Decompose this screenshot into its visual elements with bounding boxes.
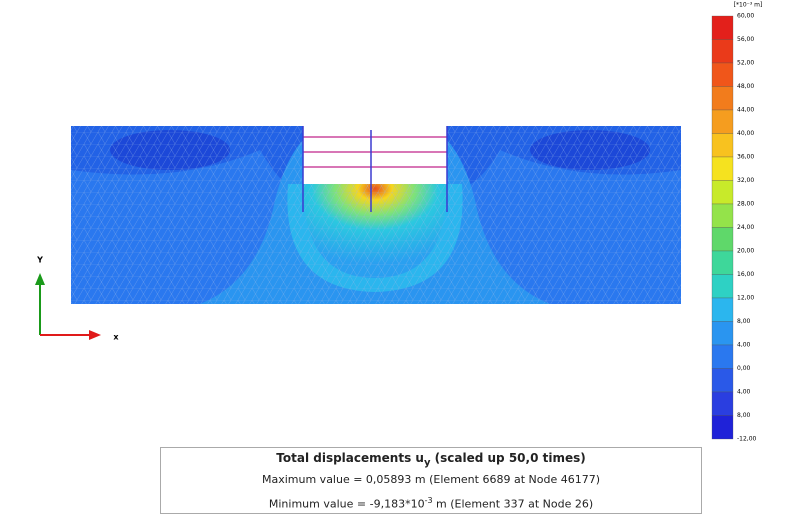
legend-label: 24,00	[737, 224, 754, 231]
model	[71, 126, 681, 304]
title-rest: (scaled up 50,0 times)	[430, 451, 586, 465]
legend-label: 60,00	[737, 13, 754, 20]
title-sub: y	[423, 457, 431, 469]
legend-label: 48,00	[737, 83, 754, 90]
legend-unit: [*10⁻³ m]	[734, 2, 763, 9]
title: Total displacements u	[276, 451, 424, 465]
legend-swatch	[711, 321, 734, 346]
info-title: Total displacements uy (scaled up 50,0 t…	[161, 448, 701, 469]
legend-swatch	[711, 274, 734, 299]
legend-swatch	[711, 133, 734, 158]
legend-label: 4,00	[737, 342, 751, 349]
legend-label: 0,00	[737, 365, 751, 372]
legend-label: 12,00	[737, 295, 754, 302]
min-text: Minimum value = -9,183*10	[268, 497, 425, 511]
legend-swatch	[711, 415, 734, 440]
axis-label: x	[113, 333, 119, 342]
walls	[302, 126, 448, 212]
legend-label: 56,00	[737, 36, 754, 43]
legend-swatch	[711, 344, 734, 369]
min-sup: -3	[424, 496, 433, 505]
axis-label: Y	[36, 256, 43, 265]
legend-swatch	[711, 297, 734, 322]
max-value: Maximum value = 0,05893 m (Element 6689 …	[261, 473, 600, 486]
legend-swatch	[711, 391, 734, 416]
legend-label: 8,00	[737, 318, 751, 325]
excavation	[303, 126, 447, 184]
legend-label: 52,00	[737, 60, 754, 67]
legend-swatch	[711, 368, 734, 393]
legend-label: 40,00	[737, 130, 754, 137]
min-value: Minimum value = -9,183*10-3 m (Element 3…	[161, 490, 701, 511]
legend-swatch	[711, 86, 734, 111]
legend-label: 28,00	[737, 201, 754, 208]
info-box: Total displacements uy (scaled up 50,0 t…	[160, 447, 702, 514]
legend-label: 36,00	[737, 154, 754, 161]
legend-swatch	[711, 180, 734, 205]
legend-swatch	[711, 227, 734, 252]
legend-swatch	[711, 203, 734, 228]
legend-label: 32,00	[737, 177, 754, 184]
legend-label: 16,00	[737, 271, 754, 278]
legend: [*10⁻³ m] 60,00 56,00 52,00 48,00 44,00 40,00…	[711, 2, 763, 443]
legend-swatch	[711, 109, 734, 134]
legend-label: -12,00	[737, 436, 757, 443]
legend-swatch	[711, 39, 734, 64]
legend-label: 4,00	[737, 389, 751, 396]
min-text: m (Element 337 at Node 26)	[432, 497, 594, 511]
legend-label: 44,00	[737, 107, 754, 114]
legend-swatch	[711, 62, 734, 87]
legend-label: 8,00	[737, 412, 751, 419]
struts	[303, 136, 447, 168]
legend-swatch	[711, 156, 734, 181]
legend-label: 20,00	[737, 248, 754, 255]
legend-swatch	[711, 250, 734, 275]
legend-swatch	[711, 15, 734, 40]
axes-indicator: Y x	[35, 256, 119, 342]
